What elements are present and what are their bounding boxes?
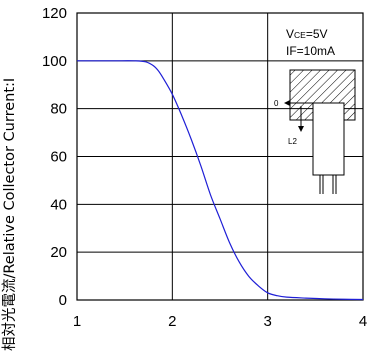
plot-frame: [76, 12, 364, 301]
y-tick-label: 40: [50, 196, 67, 213]
measurement-setup-diagram: 0 L2: [274, 69, 356, 194]
x-tick-label: 2: [168, 313, 176, 330]
annotation-vce: VCE=5V: [286, 27, 328, 41]
y-axis-label: 相対光電流/Relative Collector Current:I: [1, 78, 18, 351]
inset-label-l2: L2: [288, 137, 297, 146]
y-tick-label: 100: [42, 53, 67, 70]
y-tick-labels: 0 20 40 60 80 100 120: [42, 5, 67, 309]
inset-label-zero: 0: [274, 99, 279, 108]
x-tick-label: 3: [263, 313, 271, 330]
y-tick-label: 20: [50, 244, 67, 261]
curve-layer: [77, 60, 364, 301]
sensor-body: [312, 102, 345, 176]
x-tick-labels: 1 2 3 4: [73, 313, 367, 330]
series-line: [77, 60, 364, 301]
y-tick-label: 80: [50, 101, 67, 118]
x-tick-label: 1: [73, 313, 81, 330]
y-tick-label: 0: [59, 292, 67, 309]
y-tick-label: 60: [50, 149, 67, 166]
condition-note: VCE=5V IF=10mA: [286, 27, 335, 58]
zero-arrow-head: [284, 100, 290, 106]
x-tick-label: 4: [359, 313, 367, 330]
annotation-if: IF=10mA: [286, 44, 335, 58]
l2-arrow-head: [298, 126, 304, 132]
y-tick-label: 120: [42, 5, 67, 22]
